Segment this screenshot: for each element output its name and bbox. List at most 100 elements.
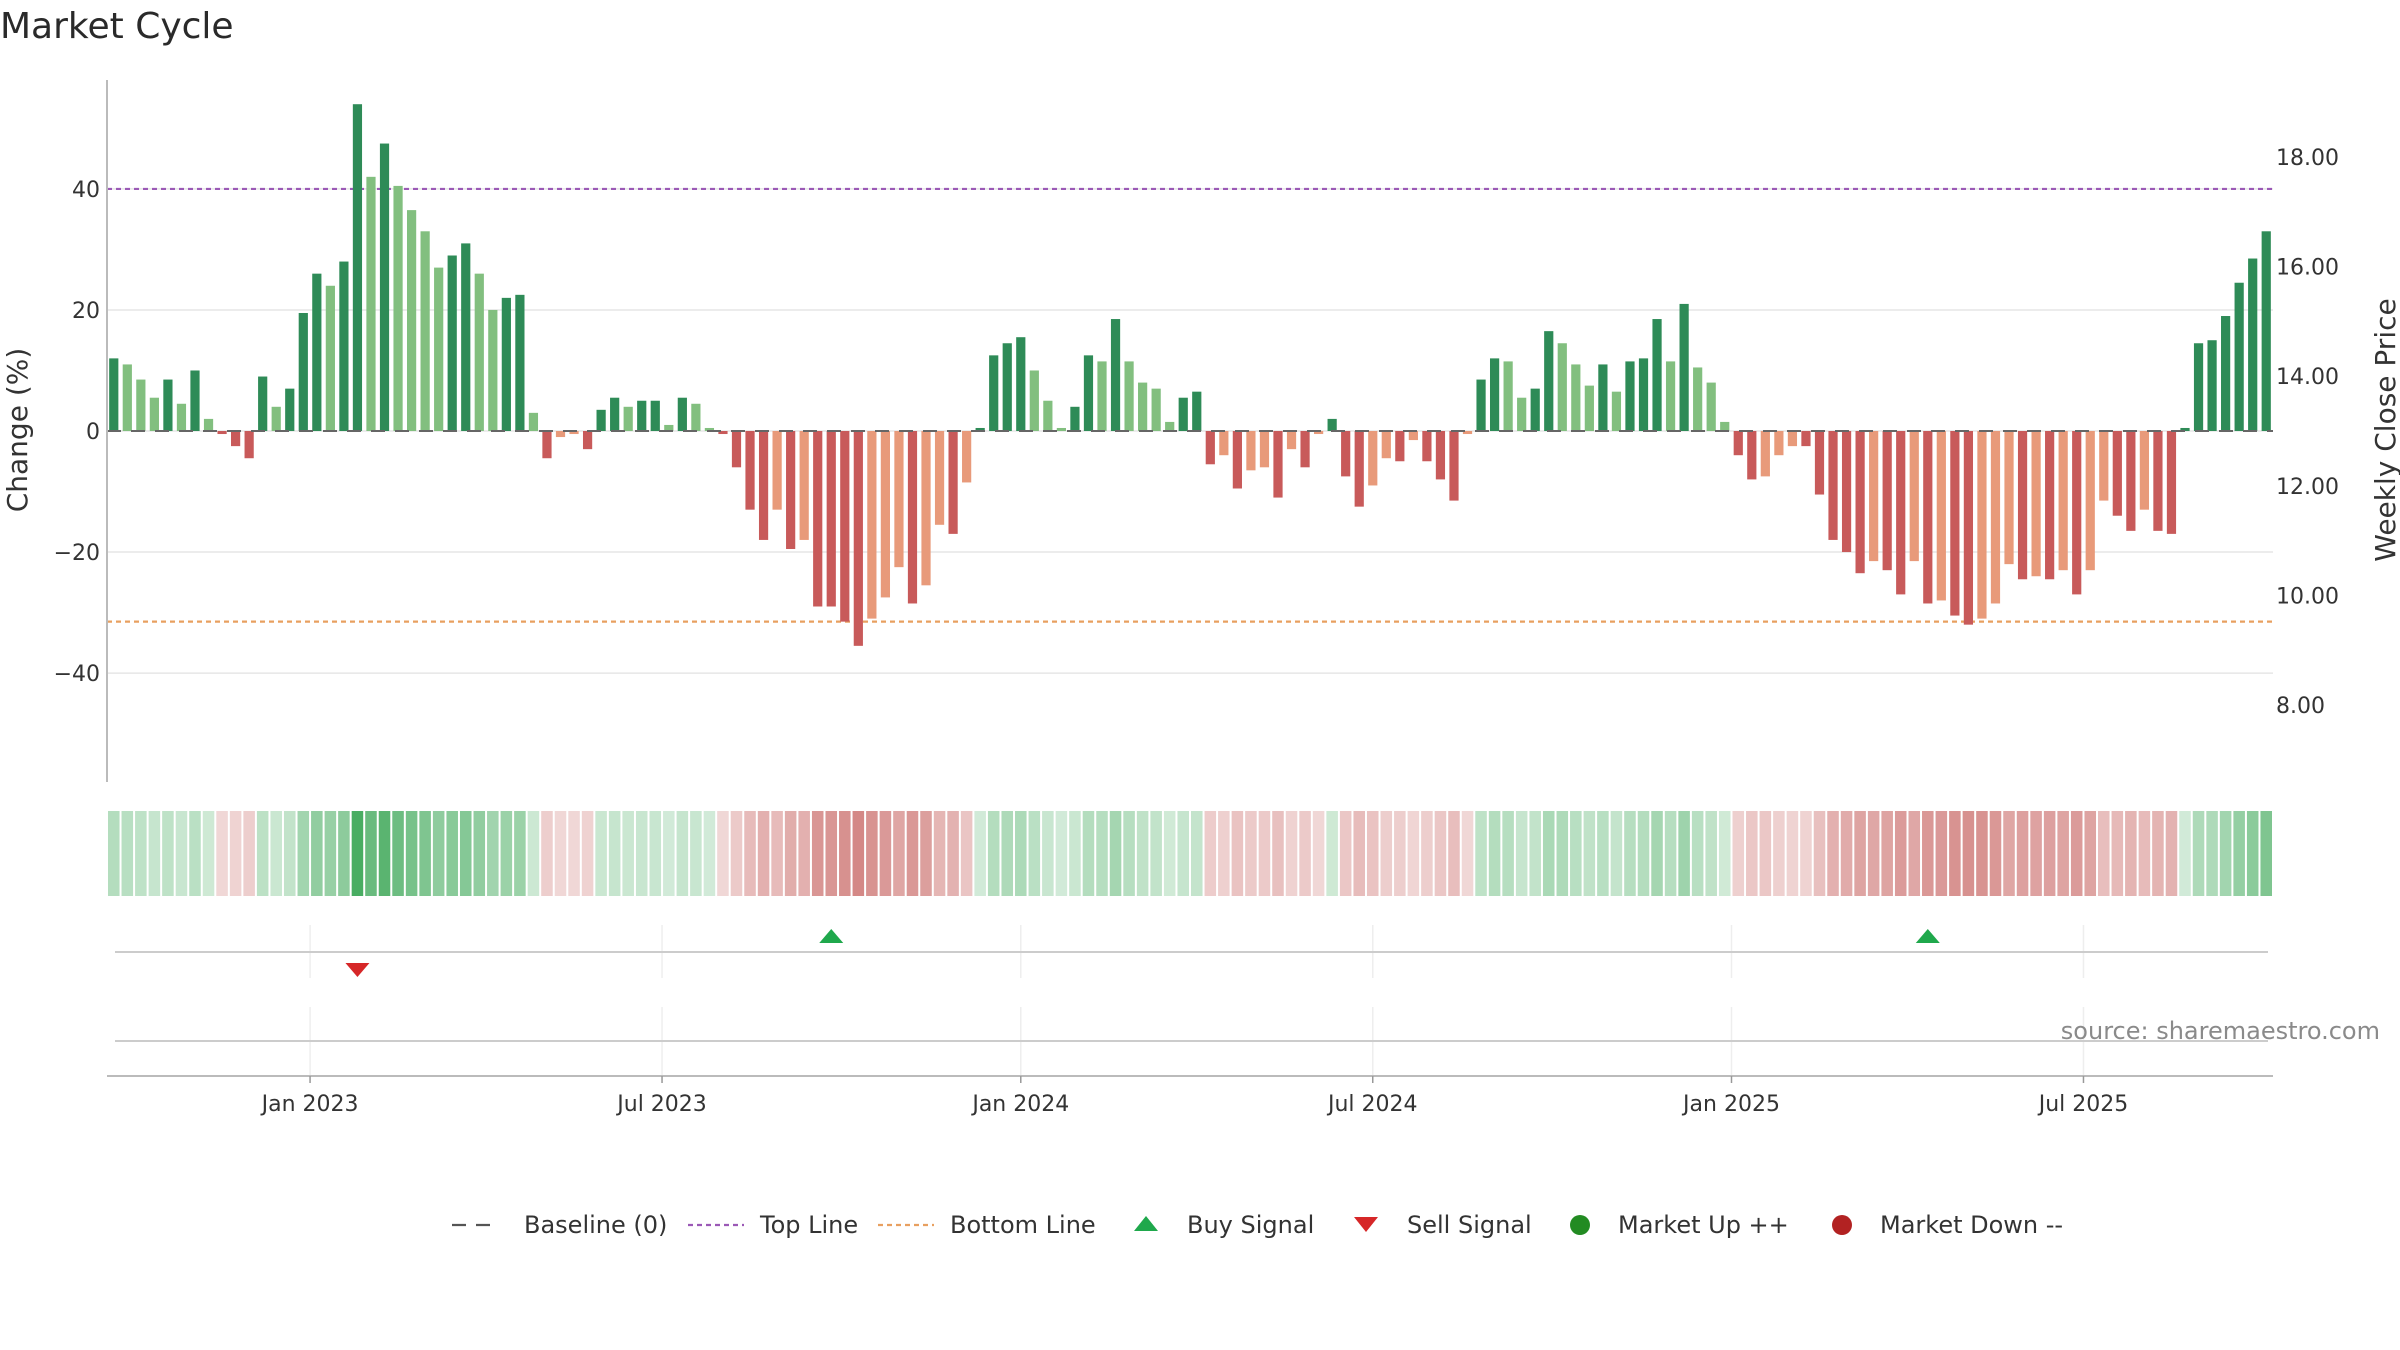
heat-cell [1109,811,1122,896]
change-bar [704,427,715,431]
change-bar [163,379,173,431]
heat-cell [1718,811,1731,896]
heat-cell [730,811,743,896]
change-bar [975,427,985,431]
change-bar [2112,431,2122,516]
change-bar [1950,431,1960,616]
change-bar [244,431,254,459]
change-bar [2234,282,2244,431]
change-bar [2126,431,2136,531]
change-bar [691,403,701,431]
change-bar [461,243,471,431]
change-bar [1205,431,1215,465]
legend-up-swatch [1570,1215,1590,1235]
change-bar [1747,431,1757,480]
heat-cell [1935,811,1948,896]
heat-cell [676,811,689,896]
heat-cell [378,811,391,896]
heat-cell [297,811,310,896]
heat-cell [1746,811,1758,896]
heat-cell [2192,811,2205,896]
heat-cell [527,811,540,896]
heat-cell [1407,811,1420,896]
right-tick-label: 16.00 [2276,255,2339,280]
legend-label: Bottom Line [950,1211,1096,1239]
x-axis-ticks: Jan 2023 Jul 2023 Jan 2024 Jul 2024 Jan 2025… [260,1076,2128,1117]
heat-cell [987,811,1000,896]
heat-cell [392,811,404,896]
heat-cell [906,811,919,896]
heat-cell [2233,811,2245,896]
change-bar [2221,316,2231,431]
heat-cell [2246,811,2259,896]
legend-label: Top Line [759,1211,858,1239]
change-bar [217,431,227,435]
change-bar [1936,431,1946,601]
left-axis-ticks: 40 20 0 −20 −40 [54,178,100,687]
heat-cell [2138,811,2151,896]
heat-cell [229,811,242,896]
heat-cell [324,811,337,896]
heat-cell [1272,811,1284,896]
change-bar [1435,431,1446,480]
heat-cell [1191,811,1203,896]
change-bar [1219,431,1229,456]
heat-cell [608,811,621,896]
change-bar [420,231,430,431]
change-bar [907,431,918,604]
change-bar [339,261,349,431]
change-bar [1841,431,1852,553]
change-bar [1706,382,1716,431]
change-bar [258,376,268,431]
change-bar [149,397,159,431]
change-bar [2261,231,2271,431]
heat-cell [1786,811,1799,896]
change-bar [1801,431,1811,447]
heat-cell [2206,811,2218,896]
heat-cell [1394,811,1406,896]
change-bar [1557,343,1567,431]
heat-cell [2016,811,2029,896]
heat-cell [771,811,783,896]
change-bar [582,431,593,450]
heat-cell [1218,811,1230,896]
heat-cell [744,811,756,896]
heat-cell [595,811,607,896]
change-bar [2072,431,2082,595]
change-bar [1679,303,1689,431]
change-bar [772,431,782,510]
change-bar [1422,431,1432,462]
heat-cell [216,811,228,896]
heat-cell [1854,811,1866,896]
right-axis-title: Weekly Close Price [2369,298,2400,561]
left-tick-label: 40 [72,178,100,203]
heat-cell [473,811,486,896]
change-bar [1787,431,1798,447]
change-bar [1923,431,1933,604]
heat-cell [1922,811,1934,896]
change-bar [1652,319,1662,431]
change-bar [488,309,498,431]
heat-cell [1705,811,1717,896]
change-bar [1395,431,1405,462]
heat-cell [1678,811,1690,896]
heat-cell [243,811,255,896]
change-bar [1489,358,1500,431]
heat-cell [879,811,892,896]
heat-cell [1245,811,1257,896]
change-bar [731,431,742,468]
change-bar [393,185,403,431]
change-bar [1896,431,1906,595]
heat-cell [459,811,472,896]
heat-cell [1448,811,1460,896]
heat-cell [893,811,905,896]
change-bar [867,431,877,619]
change-bar [2031,431,2041,577]
heat-cell [1651,811,1663,896]
heat-cell [2098,811,2110,896]
heat-cell [541,811,553,896]
sell-signal-marker [345,963,370,977]
change-bar [285,388,295,431]
heat-cell [1976,811,1988,896]
change-bar [2193,343,2204,431]
